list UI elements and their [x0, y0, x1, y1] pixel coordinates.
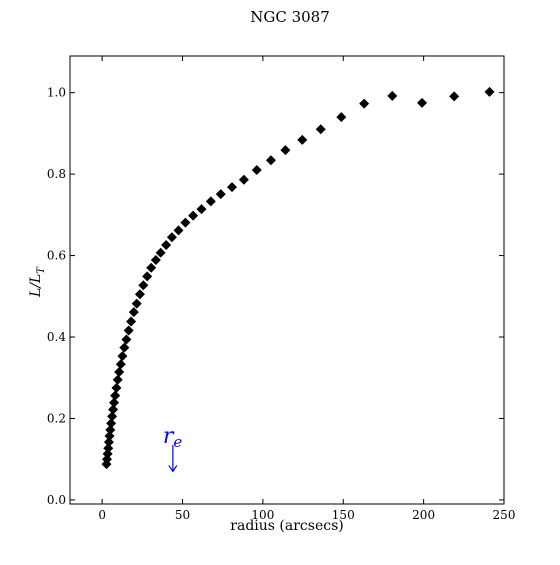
x-tick-label: 250 [493, 508, 516, 522]
data-point [297, 134, 308, 145]
data-point [103, 437, 114, 448]
re-arrow-head [168, 465, 178, 473]
data-point [111, 382, 122, 393]
y-axis-label: L/LT [28, 266, 47, 298]
data-point [114, 367, 125, 378]
data-point [265, 155, 276, 166]
y-tick-label: 0.2 [47, 411, 66, 425]
data-point [238, 174, 249, 185]
data-point [123, 325, 134, 336]
data-point [103, 443, 114, 454]
data-point [336, 112, 347, 123]
data-point [484, 86, 495, 97]
y-axis-label-sub: T [36, 266, 47, 274]
y-tick-label: 1.0 [47, 86, 66, 100]
data-point [108, 404, 119, 415]
y-axis-label-main: L/L [28, 274, 44, 298]
x-tick-label: 150 [332, 508, 355, 522]
data-point [173, 225, 184, 236]
data-point [119, 342, 130, 353]
data-point [142, 271, 153, 282]
data-point [126, 316, 137, 327]
data-point [215, 189, 226, 200]
data-point [115, 359, 126, 370]
re-label-main: r [163, 424, 175, 449]
y-tick-label: 0.6 [47, 249, 66, 263]
data-point [121, 334, 132, 345]
data-point [359, 98, 370, 109]
y-tick-label: 0.4 [47, 330, 66, 344]
data-point [110, 390, 121, 401]
data-point [107, 411, 118, 422]
data-point [161, 239, 172, 250]
data-point [102, 448, 113, 459]
data-point [449, 91, 460, 102]
data-point [166, 232, 177, 243]
x-tick-label: 200 [412, 508, 435, 522]
re-label-sub: e [173, 433, 182, 451]
x-tick-label: 100 [251, 508, 274, 522]
data-point [417, 97, 428, 108]
data-point [155, 247, 166, 258]
x-tick-label: 50 [175, 508, 190, 522]
y-tick-label: 0.0 [47, 493, 66, 507]
data-point [106, 418, 117, 429]
data-point [280, 145, 291, 156]
data-point [146, 262, 157, 273]
data-point [196, 204, 207, 215]
data-point [109, 397, 120, 408]
chart-title: NGC 3087 [250, 8, 330, 26]
x-tick-label: 0 [98, 508, 106, 522]
data-point [150, 255, 161, 266]
data-point [315, 124, 326, 135]
y-axis: 0.0 0.2 0.4 0.6 0.8 1.0 [47, 86, 504, 507]
data-point [138, 280, 149, 291]
data-point [387, 90, 398, 101]
x-axis-label: radius (arcsecs) [230, 518, 343, 534]
data-point [131, 298, 142, 309]
x-axis: 0 50 100 150 200 250 [98, 56, 515, 522]
re-label: re [163, 424, 183, 451]
data-point [128, 307, 139, 318]
data-point [104, 430, 115, 441]
data-point [105, 424, 116, 435]
data-series [101, 86, 495, 470]
y-tick-label: 0.8 [47, 167, 66, 181]
data-point [112, 374, 123, 385]
data-point [188, 210, 199, 221]
data-point [205, 196, 216, 207]
re-annotation: re [163, 424, 183, 473]
data-point [134, 289, 145, 300]
data-point [251, 165, 262, 176]
data-point [117, 351, 128, 362]
data-point [227, 182, 238, 193]
data-point [180, 217, 191, 228]
plot-frame [69, 55, 505, 505]
